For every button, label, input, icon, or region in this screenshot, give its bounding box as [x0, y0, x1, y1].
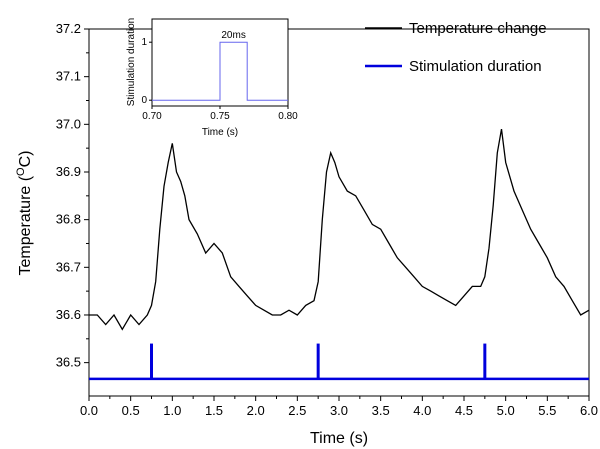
y-tick-label: 36.7: [56, 259, 81, 274]
x-tick-label: 3.5: [372, 403, 390, 418]
y-tick-label: 36.5: [56, 355, 81, 370]
stimulation-pulses: [150, 343, 487, 379]
x-tick-label: 1.5: [205, 403, 223, 418]
x-tick-label: 2.0: [247, 403, 265, 418]
inset-y-tick-label: 0: [141, 95, 147, 106]
x-tick-label: 4.0: [413, 403, 431, 418]
y-axis: 36.5 36.6 36.7 36.8 36.9 37.0 37.1 37.2: [56, 21, 89, 370]
x-tick-label: 5.0: [497, 403, 515, 418]
inset-x-axis-title: Time (s): [202, 127, 238, 138]
inset-pulse-line: [152, 41, 288, 101]
legend-label-stimulation: Stimulation duration: [409, 58, 542, 75]
inset-y-tick-label: 1: [141, 37, 147, 48]
inset-chart: 0.70 0.75 0.80 01 20ms Time (s) Stimulatio…: [126, 18, 298, 138]
y-tick-label: 36.6: [56, 307, 81, 322]
inset-y-axis: 01: [141, 37, 152, 106]
x-tick-label: 5.5: [538, 403, 556, 418]
y-axis-title-tail: C): [17, 150, 34, 167]
x-tick-label: 6.0: [580, 403, 598, 418]
y-axis-title-superscript: O: [15, 167, 27, 176]
temperature-change-line: [89, 128, 590, 331]
y-axis-title-main: Temperature (: [17, 175, 34, 275]
x-tick-label: 2.5: [288, 403, 306, 418]
y-tick-label: 37.2: [56, 21, 81, 36]
x-tick-label: 0.0: [80, 403, 98, 418]
x-tick-label: 0.5: [122, 403, 140, 418]
x-tick-label: 1.0: [163, 403, 181, 418]
x-tick-label: 3.0: [330, 403, 348, 418]
x-axis-title: Time (s): [310, 430, 368, 447]
inset-y-axis-title: Stimulation duration: [126, 18, 137, 106]
x-tick-label: 4.5: [455, 403, 473, 418]
y-tick-label: 36.8: [56, 212, 81, 227]
y-axis-title: Temperature (OC): [15, 150, 34, 275]
inset-x-axis: 0.70 0.75 0.80: [142, 106, 298, 122]
legend-label-temperature: Temperature change: [409, 20, 547, 37]
inset-x-tick-label: 0.80: [278, 111, 298, 122]
y-tick-label: 36.9: [56, 164, 81, 179]
x-axis: 0.0 0.5 1.0 1.5 2.0 2.5 3.0 3.5 4.0 4.5 5.0 5.5 6.0: [80, 396, 598, 418]
inset-x-tick-label: 0.75: [210, 111, 230, 122]
legend: Temperature change Stimulation duration: [365, 20, 547, 75]
y-tick-label: 37.0: [56, 116, 81, 131]
inset-x-tick-label: 0.70: [142, 111, 162, 122]
y-tick-label: 37.1: [56, 69, 81, 84]
pulse-duration-annotation: 20ms: [221, 30, 245, 41]
